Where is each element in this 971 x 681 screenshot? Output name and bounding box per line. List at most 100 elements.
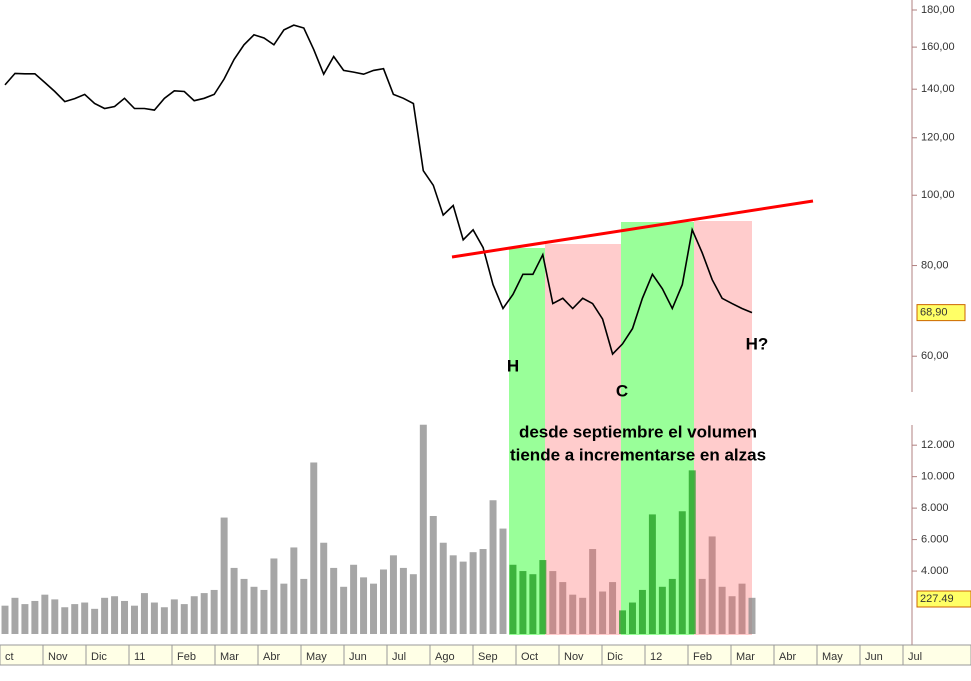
x-tick-label: Feb	[693, 651, 712, 663]
down-zone	[694, 221, 752, 635]
volume-bar	[599, 591, 607, 634]
volume-bar	[439, 542, 447, 634]
volume-bar	[648, 514, 656, 634]
volume-bar	[11, 597, 19, 634]
x-tick-label: Mar	[736, 651, 755, 663]
volume-bar	[748, 597, 756, 634]
volume-bar	[509, 564, 517, 634]
pattern-label: H?	[746, 334, 769, 353]
volume-bar	[409, 574, 417, 634]
volume-bar	[419, 424, 427, 634]
y-tick-label: 100,00	[921, 189, 955, 201]
volume-bar	[489, 500, 497, 634]
volume-bar	[330, 567, 338, 634]
volume-bar	[121, 600, 129, 634]
volume-bar	[688, 470, 696, 634]
volume-bar	[619, 610, 627, 634]
x-tick-label: Ago	[435, 651, 455, 663]
x-tick-label: Dic	[91, 651, 107, 663]
volume-bar	[41, 594, 49, 634]
y-tick-label: 60,00	[921, 350, 949, 362]
volume-bar	[240, 578, 248, 634]
volume-bar	[728, 596, 736, 634]
volume-bar	[340, 586, 348, 634]
volume-bar	[350, 564, 358, 634]
x-tick-label: May	[822, 651, 843, 663]
volume-bar	[71, 604, 79, 634]
volume-bar	[638, 589, 646, 634]
volume-bar	[250, 586, 258, 634]
labels: 60,00 80,00 100,00 120,00 140,00 160,00 180,00…	[0, 4, 971, 665]
x-tick-label: Abr	[263, 651, 280, 663]
volume-bar	[479, 549, 487, 634]
volume-bar	[140, 593, 148, 634]
x-tick-label: Nov	[564, 651, 584, 663]
volume-bar	[260, 589, 268, 634]
volume-bar	[111, 596, 119, 634]
last-value-label: 227.49	[920, 593, 954, 605]
x-axis-band	[0, 644, 971, 666]
volume-bar	[389, 555, 397, 634]
volume-bar	[628, 602, 636, 634]
volume-bar	[529, 574, 537, 634]
volume-bar	[449, 555, 457, 634]
volume-bar	[519, 571, 527, 634]
y-tick-label: 8.000	[921, 502, 949, 514]
volume-bar	[200, 593, 208, 634]
volume-bar	[91, 608, 99, 634]
volume-bar	[698, 578, 706, 634]
x-tick-label: May	[306, 651, 327, 663]
volume-bar	[379, 569, 387, 634]
volume-bar	[160, 607, 168, 634]
volume-bar	[559, 582, 567, 634]
volume-bar	[220, 517, 228, 634]
y-tick-label: 4.000	[921, 565, 949, 577]
volume-bar	[81, 602, 89, 634]
volume-bar	[180, 604, 188, 634]
volume-bar	[469, 552, 477, 634]
x-tick-label: Jun	[865, 651, 883, 663]
background	[0, 0, 971, 666]
price-line	[4, 24, 753, 356]
volume-bar	[708, 536, 716, 634]
volume-bar	[360, 577, 368, 634]
volume-bar	[429, 515, 437, 634]
trend-line	[451, 199, 814, 259]
x-tick-label: Abr	[779, 651, 796, 663]
x-tick-label: Jul	[392, 651, 406, 663]
volume-bar	[170, 599, 178, 634]
volume-bar	[310, 462, 318, 634]
note: tiende a incrementarse en alzas	[510, 445, 766, 464]
x-tick-label: ct	[5, 651, 14, 663]
volume-bar	[300, 578, 308, 634]
x-tick-label: 11	[134, 651, 145, 663]
last-value-box	[916, 590, 971, 608]
volume-bar	[290, 547, 298, 634]
volume-bar	[270, 558, 278, 634]
x-tick-label: Feb	[177, 651, 196, 663]
volume-bar	[399, 567, 407, 634]
volume-bar	[1, 605, 9, 634]
last-value-box	[916, 304, 966, 322]
volume-bar	[678, 511, 686, 634]
volume-bar	[230, 567, 238, 634]
volume-bar	[320, 542, 328, 634]
volume-bar	[499, 528, 507, 634]
pattern-label: H	[507, 356, 519, 375]
note: desde septiembre el volumen	[519, 422, 757, 441]
y-tick-label: 180,00	[921, 4, 955, 16]
volume-bar	[658, 586, 666, 634]
x-tick-label: Dic	[607, 651, 623, 663]
volume-bar	[539, 560, 547, 634]
volume-bar	[51, 599, 59, 634]
x-tick-label: Jul	[908, 651, 922, 663]
y-tick-label: 80,00	[921, 259, 949, 271]
y-tick-label: 140,00	[921, 83, 955, 95]
x-tick-label: Jun	[349, 651, 367, 663]
y-tick-label: 10.000	[921, 471, 955, 483]
x-tick-label: Nov	[48, 651, 68, 663]
x-tick-label: 12	[650, 651, 662, 663]
x-tick-label: Oct	[521, 651, 538, 663]
last-value-label: 68,90	[920, 307, 948, 319]
